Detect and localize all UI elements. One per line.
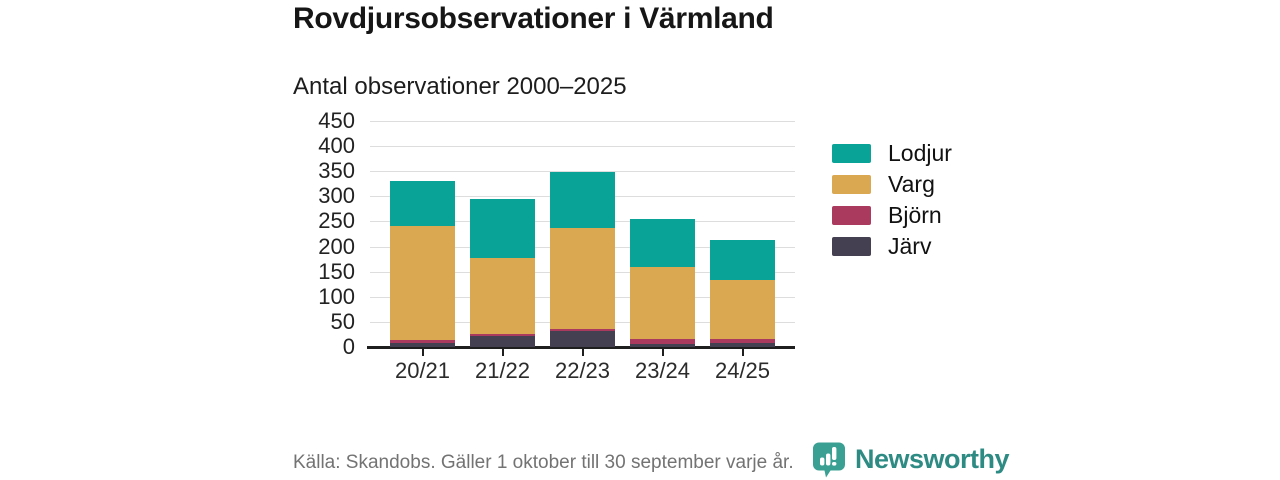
x-axis-label: 20/21 — [394, 358, 451, 383]
segment-lodjur — [470, 198, 535, 258]
segment-järv — [550, 331, 615, 347]
segment-lodjur — [630, 218, 695, 267]
legend-swatch — [832, 206, 871, 225]
y-axis-label: 100 — [318, 283, 355, 309]
x-tick — [501, 349, 504, 356]
source-note: Källa: Skandobs. Gäller 1 oktober till 3… — [293, 452, 794, 473]
y-axis-label: 350 — [318, 158, 355, 184]
x-tick — [741, 349, 744, 356]
segment-björn — [630, 339, 695, 344]
x-axis-label: 21/22 — [474, 358, 531, 383]
legend: Lodjur Varg Björn Järv — [832, 142, 952, 266]
y-axis-label: 400 — [318, 133, 355, 159]
x-axis-label: 24/25 — [714, 358, 771, 383]
bar-chart-speech-bubble-icon — [813, 442, 845, 478]
gridline — [370, 121, 795, 122]
y-axis-label: 300 — [318, 183, 355, 209]
gridline — [370, 171, 795, 173]
x-axis-cell: 20/21 — [390, 349, 455, 383]
legend-label: Järv — [888, 233, 932, 259]
x-axis: 20/21 21/22 22/23 23/24 24/25 — [370, 349, 795, 383]
segment-järv — [710, 342, 775, 347]
newsworthy-logo[interactable]: Newsworthy — [811, 441, 1010, 478]
legend-item-björn: Björn — [832, 204, 952, 227]
y-axis-label: 50 — [330, 308, 355, 334]
bar-23-24 — [630, 218, 695, 347]
x-axis-cell: 21/22 — [470, 349, 535, 383]
x-tick — [661, 349, 664, 356]
segment-lodjur — [390, 181, 455, 227]
x-tick — [421, 349, 424, 356]
segment-björn — [550, 328, 615, 332]
chart-subtitle: Antal observationer 2000–2025 — [293, 73, 627, 100]
bar-22-23 — [550, 172, 615, 347]
segment-björn — [390, 339, 455, 343]
segment-järv — [630, 343, 695, 347]
legend-swatch — [832, 175, 871, 194]
y-axis-label: 150 — [318, 258, 355, 284]
y-axis-label: 450 — [318, 108, 355, 133]
x-tick — [581, 349, 584, 356]
segment-varg — [550, 227, 615, 329]
segment-lodjur — [710, 240, 775, 281]
segment-varg — [390, 226, 455, 340]
legend-swatch — [832, 237, 871, 256]
legend-item-järv: Järv — [832, 235, 952, 258]
bars-group — [370, 121, 795, 347]
bar-20-21 — [390, 181, 455, 347]
chart-title: Rovdjursobservationer i Värmland — [293, 2, 774, 35]
segment-lodjur — [550, 172, 615, 228]
x-axis-line — [367, 346, 795, 349]
plot-area — [367, 121, 795, 349]
x-axis-cell: 23/24 — [630, 349, 695, 383]
segment-björn — [470, 333, 535, 337]
segment-järv — [470, 336, 535, 347]
y-axis-label: 0 — [342, 334, 355, 359]
legend-swatch — [832, 144, 871, 163]
legend-item-varg: Varg — [832, 173, 952, 196]
segment-varg — [710, 280, 775, 340]
gridline — [370, 146, 795, 148]
x-axis-cell: 24/25 — [710, 349, 775, 383]
x-axis-cell: 22/23 — [550, 349, 615, 383]
x-axis-label: 22/23 — [554, 358, 611, 383]
segment-varg — [470, 257, 535, 334]
x-axis-label: 23/24 — [634, 358, 691, 383]
segment-varg — [630, 266, 695, 340]
legend-label: Lodjur — [888, 140, 952, 166]
newsworthy-wordmark: Newsworthy — [855, 444, 1010, 474]
bar-21-22 — [470, 198, 535, 347]
legend-item-lodjur: Lodjur — [832, 142, 952, 165]
y-axis: 0 50 100 150 200 250 300 350 400 450 — [250, 110, 355, 358]
legend-label: Varg — [888, 171, 935, 197]
bar-24-25 — [710, 240, 775, 347]
segment-järv — [390, 342, 455, 347]
legend-label: Björn — [888, 202, 942, 228]
segment-björn — [710, 339, 775, 343]
y-axis-label: 250 — [318, 208, 355, 234]
y-axis-label: 200 — [318, 233, 355, 259]
